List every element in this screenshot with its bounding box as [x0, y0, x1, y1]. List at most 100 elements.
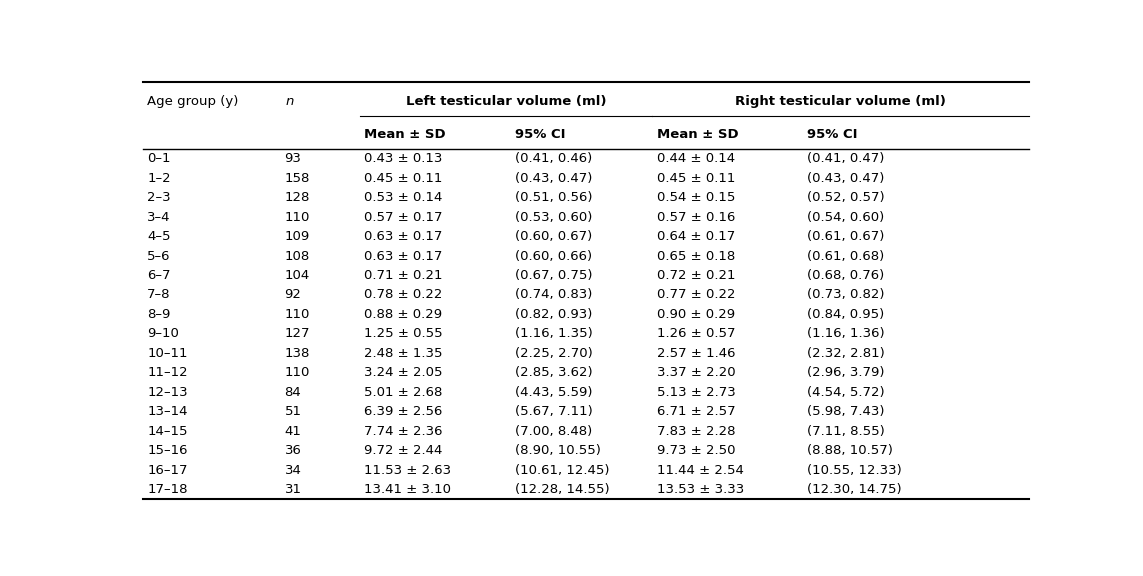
Text: 15–16: 15–16 — [147, 444, 187, 457]
Text: 8–9: 8–9 — [147, 308, 170, 321]
Text: Mean ± SD: Mean ± SD — [365, 128, 446, 141]
Text: 108: 108 — [285, 249, 310, 263]
Text: 5–6: 5–6 — [147, 249, 170, 263]
Text: 0.43 ± 0.13: 0.43 ± 0.13 — [365, 152, 442, 165]
Text: 0.65 ± 0.18: 0.65 ± 0.18 — [656, 249, 735, 263]
Text: (0.68, 0.76): (0.68, 0.76) — [807, 269, 885, 282]
Text: (2.96, 3.79): (2.96, 3.79) — [807, 366, 885, 380]
Text: 9–10: 9–10 — [147, 327, 179, 340]
Text: 127: 127 — [285, 327, 310, 340]
Text: 158: 158 — [285, 172, 310, 185]
Text: 12–13: 12–13 — [147, 386, 187, 399]
Text: 13.41 ± 3.10: 13.41 ± 3.10 — [365, 483, 451, 496]
Text: 93: 93 — [285, 152, 302, 165]
Text: 16–17: 16–17 — [147, 464, 187, 476]
Text: 0.63 ± 0.17: 0.63 ± 0.17 — [365, 249, 442, 263]
Text: 4–5: 4–5 — [147, 230, 170, 243]
Text: 0.88 ± 0.29: 0.88 ± 0.29 — [365, 308, 442, 321]
Text: 0.44 ± 0.14: 0.44 ± 0.14 — [656, 152, 735, 165]
Text: 0.90 ± 0.29: 0.90 ± 0.29 — [656, 308, 735, 321]
Text: (1.16, 1.35): (1.16, 1.35) — [514, 327, 593, 340]
Text: (0.51, 0.56): (0.51, 0.56) — [514, 191, 592, 204]
Text: 1.25 ± 0.55: 1.25 ± 0.55 — [365, 327, 443, 340]
Text: (0.52, 0.57): (0.52, 0.57) — [807, 191, 885, 204]
Text: 0–1: 0–1 — [147, 152, 170, 165]
Text: 5.01 ± 2.68: 5.01 ± 2.68 — [365, 386, 442, 399]
Text: 92: 92 — [285, 289, 302, 301]
Text: (0.54, 0.60): (0.54, 0.60) — [807, 211, 885, 223]
Text: 2.57 ± 1.46: 2.57 ± 1.46 — [656, 347, 735, 360]
Text: 1.26 ± 0.57: 1.26 ± 0.57 — [656, 327, 735, 340]
Text: 95% CI: 95% CI — [514, 128, 566, 141]
Text: (0.74, 0.83): (0.74, 0.83) — [514, 289, 592, 301]
Text: Left testicular volume (ml): Left testicular volume (ml) — [406, 95, 606, 108]
Text: 0.57 ± 0.17: 0.57 ± 0.17 — [365, 211, 442, 223]
Text: (0.73, 0.82): (0.73, 0.82) — [807, 289, 885, 301]
Text: 0.63 ± 0.17: 0.63 ± 0.17 — [365, 230, 442, 243]
Text: (12.30, 14.75): (12.30, 14.75) — [807, 483, 902, 496]
Text: (0.60, 0.67): (0.60, 0.67) — [514, 230, 592, 243]
Text: (1.16, 1.36): (1.16, 1.36) — [807, 327, 885, 340]
Text: (12.28, 14.55): (12.28, 14.55) — [514, 483, 609, 496]
Text: (0.41, 0.46): (0.41, 0.46) — [514, 152, 592, 165]
Text: 138: 138 — [285, 347, 310, 360]
Text: 34: 34 — [285, 464, 302, 476]
Text: (0.43, 0.47): (0.43, 0.47) — [514, 172, 592, 185]
Text: 7–8: 7–8 — [147, 289, 170, 301]
Text: (0.82, 0.93): (0.82, 0.93) — [514, 308, 592, 321]
Text: 1–2: 1–2 — [147, 172, 171, 185]
Text: 13–14: 13–14 — [147, 406, 187, 418]
Text: (2.85, 3.62): (2.85, 3.62) — [514, 366, 592, 380]
Text: 6.39 ± 2.56: 6.39 ± 2.56 — [365, 406, 442, 418]
Text: 11.44 ± 2.54: 11.44 ± 2.54 — [656, 464, 744, 476]
Text: (0.61, 0.68): (0.61, 0.68) — [807, 249, 885, 263]
Text: 2–3: 2–3 — [147, 191, 171, 204]
Text: (7.00, 8.48): (7.00, 8.48) — [514, 425, 592, 438]
Text: 11–12: 11–12 — [147, 366, 187, 380]
Text: 6.71 ± 2.57: 6.71 ± 2.57 — [656, 406, 735, 418]
Text: Right testicular volume (ml): Right testicular volume (ml) — [735, 95, 946, 108]
Text: 0.45 ± 0.11: 0.45 ± 0.11 — [365, 172, 442, 185]
Text: 13.53 ± 3.33: 13.53 ± 3.33 — [656, 483, 744, 496]
Text: 0.64 ± 0.17: 0.64 ± 0.17 — [656, 230, 735, 243]
Text: (0.41, 0.47): (0.41, 0.47) — [807, 152, 885, 165]
Text: (10.55, 12.33): (10.55, 12.33) — [807, 464, 902, 476]
Text: (5.98, 7.43): (5.98, 7.43) — [807, 406, 885, 418]
Text: 95% CI: 95% CI — [807, 128, 857, 141]
Text: 17–18: 17–18 — [147, 483, 187, 496]
Text: 36: 36 — [285, 444, 302, 457]
Text: 41: 41 — [285, 425, 302, 438]
Text: 10–11: 10–11 — [147, 347, 187, 360]
Text: 84: 84 — [285, 386, 302, 399]
Text: 5.13 ± 2.73: 5.13 ± 2.73 — [656, 386, 735, 399]
Text: (10.61, 12.45): (10.61, 12.45) — [514, 464, 609, 476]
Text: Mean ± SD: Mean ± SD — [656, 128, 738, 141]
Text: $\mathit{n}$: $\mathit{n}$ — [285, 95, 294, 108]
Text: 110: 110 — [285, 308, 310, 321]
Text: 14–15: 14–15 — [147, 425, 187, 438]
Text: (5.67, 7.11): (5.67, 7.11) — [514, 406, 593, 418]
Text: (7.11, 8.55): (7.11, 8.55) — [807, 425, 885, 438]
Text: 0.71 ± 0.21: 0.71 ± 0.21 — [365, 269, 442, 282]
Text: 51: 51 — [285, 406, 302, 418]
Text: (0.67, 0.75): (0.67, 0.75) — [514, 269, 592, 282]
Text: 110: 110 — [285, 211, 310, 223]
Text: 31: 31 — [285, 483, 302, 496]
Text: (0.84, 0.95): (0.84, 0.95) — [807, 308, 885, 321]
Text: 0.53 ± 0.14: 0.53 ± 0.14 — [365, 191, 442, 204]
Text: 11.53 ± 2.63: 11.53 ± 2.63 — [365, 464, 451, 476]
Text: 6–7: 6–7 — [147, 269, 170, 282]
Text: 9.73 ± 2.50: 9.73 ± 2.50 — [656, 444, 735, 457]
Text: 0.45 ± 0.11: 0.45 ± 0.11 — [656, 172, 735, 185]
Text: Age group (y): Age group (y) — [147, 95, 239, 108]
Text: (0.53, 0.60): (0.53, 0.60) — [514, 211, 592, 223]
Text: 0.72 ± 0.21: 0.72 ± 0.21 — [656, 269, 735, 282]
Text: (2.25, 2.70): (2.25, 2.70) — [514, 347, 593, 360]
Text: (0.43, 0.47): (0.43, 0.47) — [807, 172, 885, 185]
Text: 0.54 ± 0.15: 0.54 ± 0.15 — [656, 191, 735, 204]
Text: (8.90, 10.55): (8.90, 10.55) — [514, 444, 601, 457]
Text: 7.83 ± 2.28: 7.83 ± 2.28 — [656, 425, 735, 438]
Text: 3.24 ± 2.05: 3.24 ± 2.05 — [365, 366, 442, 380]
Text: 9.72 ± 2.44: 9.72 ± 2.44 — [365, 444, 442, 457]
Text: 0.77 ± 0.22: 0.77 ± 0.22 — [656, 289, 735, 301]
